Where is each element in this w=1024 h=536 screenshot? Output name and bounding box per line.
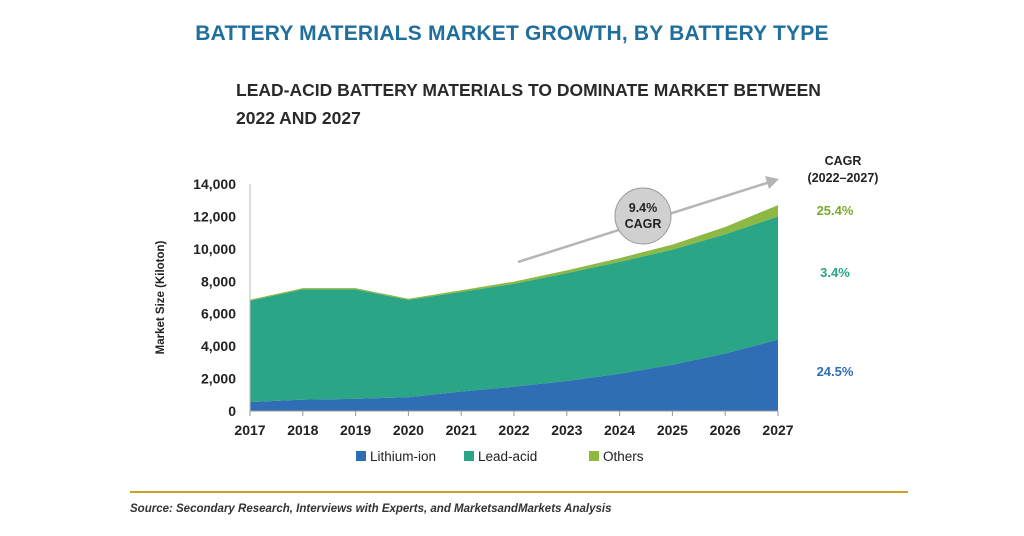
x-tick-label: 2018 (287, 422, 318, 438)
x-tick-label: 2023 (551, 422, 582, 438)
x-tick-label: 2025 (657, 422, 688, 438)
stacked-area-chart: 0 2,000 4,000 6,000 8,000 10,000 12,000 14,000 2… (0, 0, 1024, 536)
cagr-header: CAGR (825, 154, 862, 168)
legend-swatch (464, 451, 474, 461)
y-tick-label: 14,000 (193, 176, 236, 192)
overall-cagr-value: 9.4% (629, 201, 658, 215)
y-tick-label: 8,000 (201, 273, 236, 289)
x-tick-label: 2021 (446, 422, 477, 438)
legend-label: Others (603, 449, 644, 464)
legend: Lithium-ion Lead-acid Others (356, 449, 644, 464)
overall-cagr-bubble (615, 188, 671, 244)
x-tick-label: 2020 (393, 422, 424, 438)
x-tick-label: 2019 (340, 422, 371, 438)
source-divider (130, 491, 908, 493)
x-tick-label: 2017 (234, 422, 265, 438)
source-note: Source: Secondary Research, Interviews w… (130, 503, 611, 515)
cagr-value-lithium-ion: 24.5% (817, 364, 854, 379)
cagr-value-lead-acid: 3.4% (820, 265, 850, 280)
y-axis-label: Market Size (Kiloton) (155, 240, 167, 354)
legend-label: Lithium-ion (370, 449, 436, 464)
legend-swatch (356, 451, 366, 461)
x-tick-label: 2027 (762, 422, 793, 438)
overall-cagr-label: CAGR (625, 217, 662, 231)
y-tick-label: 6,000 (201, 306, 236, 322)
y-tick-label: 12,000 (193, 208, 236, 224)
area-layer (250, 205, 778, 411)
legend-swatch (589, 451, 599, 461)
y-tick-label: 4,000 (201, 338, 236, 354)
cagr-value-others: 25.4% (817, 203, 854, 218)
x-tick-label: 2024 (604, 422, 635, 438)
y-tick-label: 10,000 (193, 241, 236, 257)
growth-arrow-head (765, 176, 779, 189)
y-tick-label: 0 (228, 403, 236, 419)
x-tick-label: 2022 (498, 422, 529, 438)
cagr-period: (2022–2027) (808, 171, 879, 185)
x-tick-label: 2026 (710, 422, 741, 438)
legend-label: Lead-acid (478, 449, 537, 464)
y-tick-label: 2,000 (201, 371, 236, 387)
